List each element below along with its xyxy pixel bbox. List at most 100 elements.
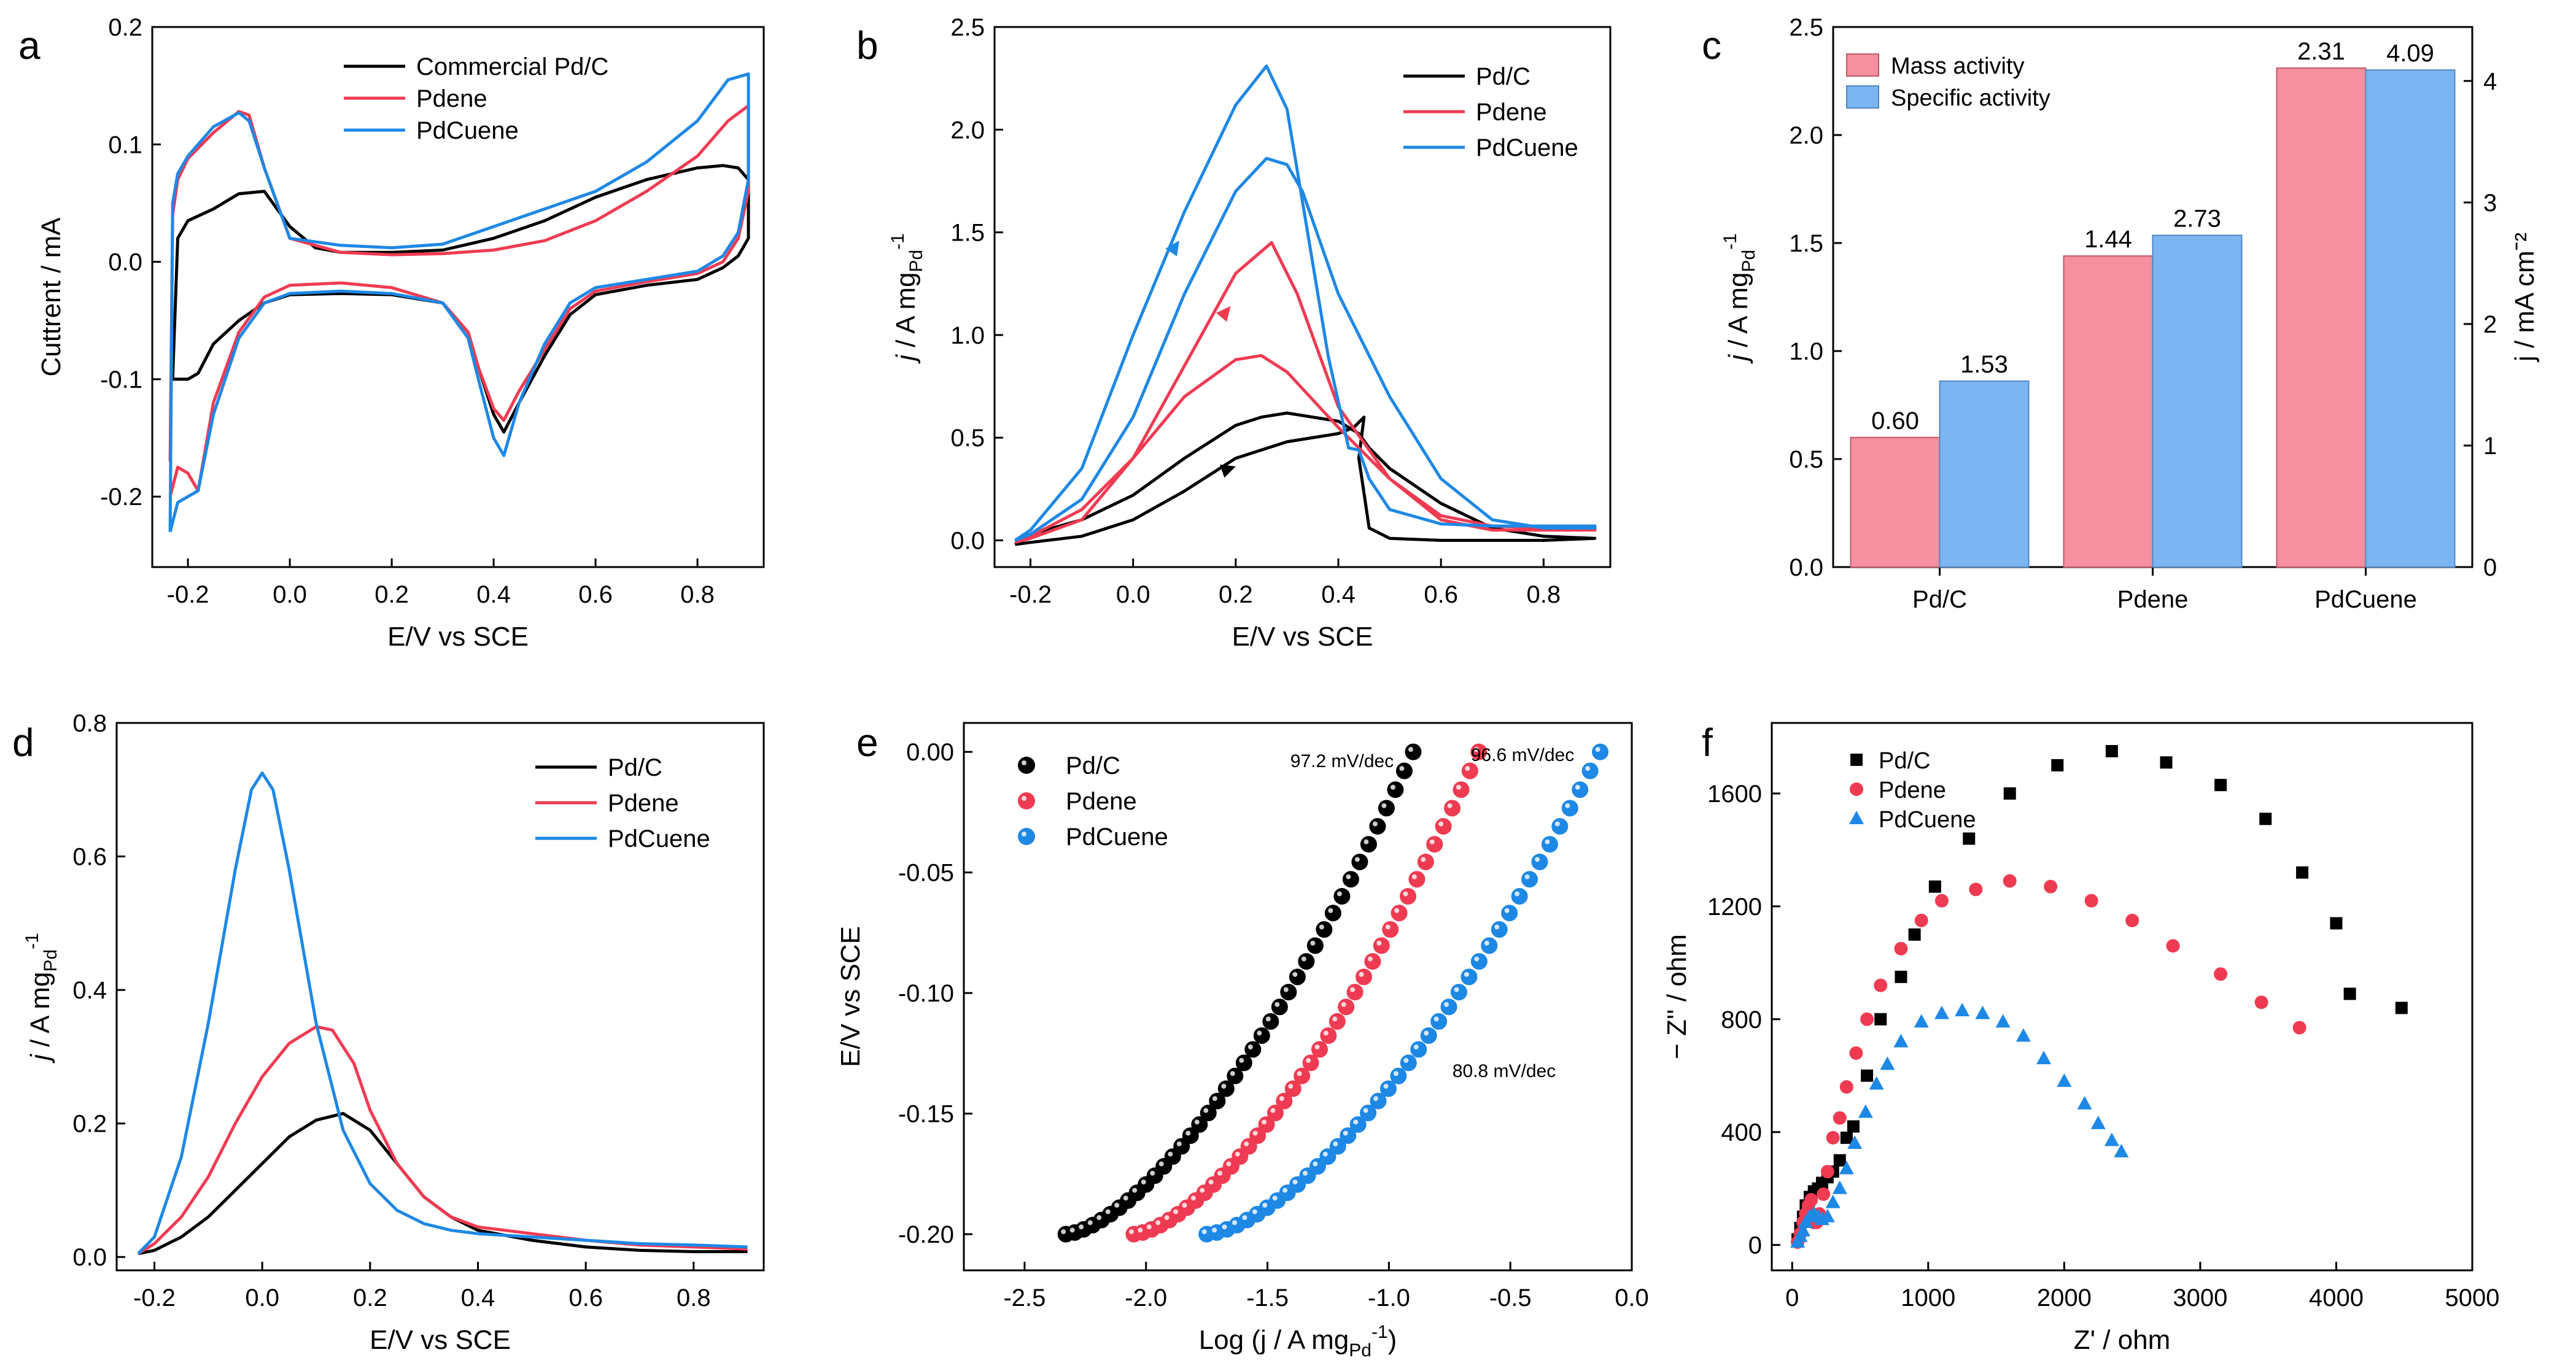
data-point [1969,882,1983,897]
legend-marker [1018,828,1035,845]
data-point-highlight [1239,1057,1244,1063]
data-point-highlight [1383,1083,1389,1089]
data-point [1311,1041,1328,1058]
panel-letter-c: c [1702,23,1721,68]
data-point-highlight [1190,1195,1196,1201]
y-axis-label: E/V vs SCE [836,926,866,1067]
plot-frame [151,26,765,568]
data-point [1342,871,1359,888]
bar-mass-activity [2063,255,2154,568]
x-tick-label: 0.6 [568,1284,603,1311]
y-axis-label-sub: Pd [906,250,926,272]
panel-letter-f: f [1702,720,1713,765]
data-point-highlight [1595,747,1600,752]
bar-value-label: 2.31 [2297,38,2345,65]
data-point-highlight [1242,1215,1247,1221]
x-tick-label: 0 [1785,1284,1799,1311]
data-point-highlight [1381,803,1387,808]
data-point [1928,880,1941,893]
data-point [1561,800,1578,817]
legend-label: Commercial Pd/C [416,53,608,80]
y-tick-label: 2.0 [950,117,985,144]
data-point-highlight [1288,1083,1294,1089]
data-point [1551,818,1569,835]
y-axis-label-main: / A mg [891,272,921,355]
y-tick-label: 1200 [1707,894,1762,921]
y-tick-label: 0.5 [1789,446,1823,473]
x-tick-label: 0.2 [374,581,409,608]
data-point [1298,953,1315,970]
plot-frame [115,722,765,1272]
data-point [1840,1131,1853,1144]
panel-b: b -0.2 0.0 0.2 0.4 0.6 0.8 0.0 0.5 1.0 1.5 2.0 2.5 E/… [856,14,1612,652]
x-axis-label-sup: -1 [1371,1322,1388,1342]
legend-label: PdCuene [1879,807,1976,833]
data-point [2044,879,2058,894]
data-point [1405,743,1422,760]
x-tick-label: 0.0 [273,581,307,608]
data-point-highlight [1484,940,1489,946]
data-point [1373,937,1390,954]
data-point [1825,1194,1841,1208]
y-axis-label-italic: j [1723,354,1753,364]
x-tick-label: 3000 [2173,1284,2227,1311]
data-point-highlight [1350,987,1356,992]
data-point [2104,1132,2119,1146]
data-point-highlight [1424,1030,1429,1036]
data-point [1369,818,1386,835]
data-point [1995,1014,2011,1028]
data-point [2114,1143,2129,1157]
data-point [2214,967,2228,981]
y-axis-label-sup: -1 [1720,233,1740,250]
data-point-highlight [1372,821,1378,827]
data-point-highlight [1413,1044,1419,1049]
data-point [1820,1165,1834,1179]
x-axis-label-end: ) [1388,1325,1397,1355]
data-point-highlight [1341,1002,1346,1007]
data-point [1826,1130,1840,1145]
data-point [1893,1033,1909,1048]
data-point-highlight [1270,1108,1276,1113]
data-point [1346,984,1364,1001]
legend-label: PdCuene [608,825,710,852]
x-axis-label: Log (j / A mgPd-1) [1199,1322,1397,1361]
bar-mass-activity [2276,67,2367,568]
data-point-highlight [1333,1141,1338,1146]
x-tick-label: -0.2 [133,1284,176,1311]
data-point-highlight [1244,1141,1249,1146]
data-point [2105,744,2118,757]
data-point [1420,1027,1437,1044]
y-tick-label: 1.5 [1789,230,1823,257]
data-point [1869,1076,1884,1090]
x-tick-label: 0.8 [680,581,715,608]
data-point [1817,1187,1831,1201]
data-point-highlight [1297,1071,1302,1076]
direction-arrow [1220,464,1236,478]
data-point-highlight [1545,839,1550,844]
data-point-highlight [1252,1130,1258,1136]
data-point-highlight [1411,874,1417,879]
x-tick-label: -2.5 [1003,1284,1046,1311]
data-point [1858,1104,1873,1118]
data-point [1874,1013,1887,1025]
data-point [1382,921,1399,938]
legend-marker-highlight [1022,760,1026,765]
x-tick-label: 0.2 [1219,581,1253,608]
y-tick-label: -0.05 [898,860,954,887]
data-point-highlight [1393,1071,1399,1076]
data-point-highlight [1310,940,1316,946]
x-tick-label: Pdene [2117,586,2189,613]
x-tick-label: 0.6 [1424,581,1458,608]
y-axis-label-sup: -1 [888,233,908,250]
legend-label: PdCuene [1066,824,1168,851]
data-point-highlight [1232,1220,1237,1226]
data-point [1975,1005,1990,1019]
y-axis-label: Cuttrent / mA [36,217,66,377]
data-point-highlight [1421,857,1426,862]
x-tick-label: 0.0 [245,1284,279,1311]
data-point [1470,953,1488,970]
data-point-highlight [1208,1180,1214,1185]
data-point [2077,1095,2092,1110]
data-point-highlight [1230,1071,1235,1076]
y-tick-label: -0.20 [898,1221,954,1248]
